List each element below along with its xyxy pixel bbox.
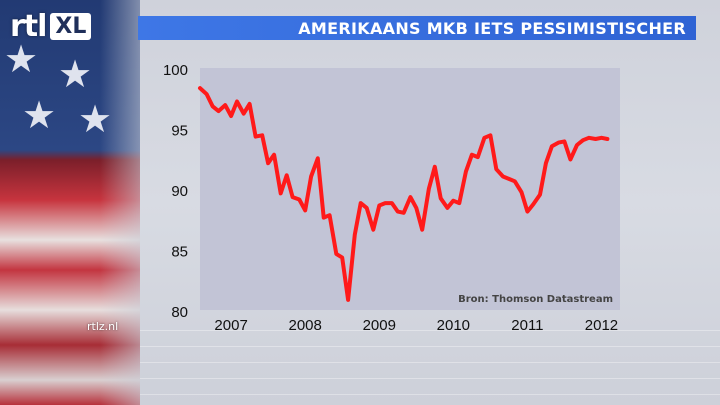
logo-brand: rtl bbox=[10, 8, 47, 44]
y-tick-label: 85 bbox=[171, 244, 188, 261]
y-tick-label: 90 bbox=[171, 183, 188, 200]
channel-label: rtlz.nl bbox=[87, 320, 119, 333]
y-tick-label: 95 bbox=[171, 123, 188, 140]
logo-suffix: XL bbox=[50, 12, 92, 40]
rtl-xl-logo: rtl XL bbox=[10, 8, 92, 44]
x-tick-label: 2011 bbox=[511, 317, 543, 334]
plot-area bbox=[200, 68, 620, 310]
x-tick-label: 2009 bbox=[363, 317, 396, 334]
y-tick-label: 100 bbox=[163, 62, 188, 79]
x-tick-label: 2012 bbox=[585, 317, 618, 334]
x-tick-label: 2008 bbox=[288, 317, 321, 334]
x-tick-label: 2010 bbox=[437, 317, 470, 334]
y-tick-label: 80 bbox=[171, 304, 188, 321]
title-bar: AMERIKAANS MKB IETS PESSIMISTISCHER bbox=[138, 16, 696, 40]
source-label: Bron: Thomson Datastream bbox=[458, 294, 613, 305]
series-line bbox=[198, 86, 610, 302]
x-tick-label: 2007 bbox=[214, 317, 247, 334]
page-title: AMERIKAANS MKB IETS PESSIMISTISCHER bbox=[298, 18, 686, 38]
